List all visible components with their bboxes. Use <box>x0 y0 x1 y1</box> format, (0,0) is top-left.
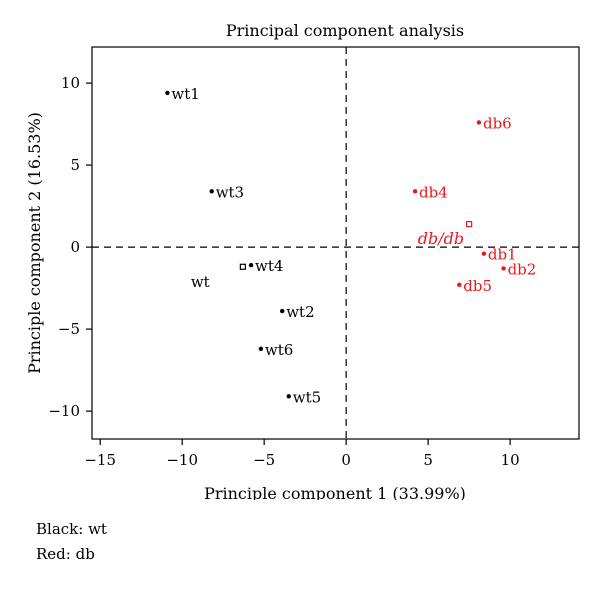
point-label-wt4: wt4 <box>255 257 283 275</box>
point-wt3 <box>209 189 214 194</box>
point-wt2 <box>280 308 285 314</box>
y-axis-ticks: −10 −5 0 5 10 <box>48 74 92 420</box>
point-label-db4: db4 <box>419 183 448 201</box>
point-db6 <box>476 120 482 125</box>
x-tick-label: −5 <box>253 451 275 469</box>
point-label-wt6: wt6 <box>265 341 293 359</box>
centroid-label-dbdb: db/db <box>418 229 464 248</box>
point-label-wt2: wt2 <box>286 303 314 321</box>
plot-frame <box>91 46 580 440</box>
point-label-wt3: wt3 <box>216 183 244 201</box>
point-label-db1: db1 <box>488 246 517 264</box>
point-wt1 <box>165 90 170 96</box>
point-label-wt1: wt1 <box>171 85 199 103</box>
x-axis-ticks: −15 −10 −5 0 5 10 <box>84 439 520 469</box>
y-tick-label: 0 <box>70 238 80 256</box>
point-db5 <box>457 282 462 288</box>
x-tick-label: 0 <box>341 451 351 469</box>
color-note-red: Red: db <box>36 545 95 563</box>
y-axis-label: Principle component 2 (16.53%) <box>25 112 44 374</box>
point-label-wt5: wt5 <box>293 388 321 406</box>
x-tick-label: −10 <box>166 451 198 469</box>
point-wt6 <box>258 346 264 351</box>
pca-scatter-chart: Principal component analysis −15 −10 −5 0 5 1… <box>25 21 580 500</box>
y-tick-label: 10 <box>61 74 80 92</box>
point-wt4 <box>248 262 254 268</box>
point-label-db2: db2 <box>508 260 537 278</box>
x-tick-label: −15 <box>84 451 116 469</box>
x-axis-label: Principle component 1 (33.99%) <box>204 484 466 500</box>
point-label-db6: db6 <box>483 114 512 132</box>
y-tick-label: −5 <box>58 320 80 338</box>
chart-title: Principal component analysis <box>226 21 464 40</box>
x-tick-label: 5 <box>423 451 433 469</box>
y-tick-label: 5 <box>70 156 80 174</box>
centroid-wt <box>239 263 246 270</box>
color-note-black: Black: wt <box>36 520 107 538</box>
point-db4 <box>412 189 418 194</box>
centroid-db-db <box>466 221 473 228</box>
point-label-db5: db5 <box>463 277 492 295</box>
point-db1 <box>481 251 487 256</box>
x-tick-label: 10 <box>501 451 520 469</box>
point-wt5 <box>286 394 291 399</box>
reference-lines <box>92 47 579 439</box>
y-tick-label: −10 <box>48 402 80 420</box>
point-db2 <box>501 266 506 271</box>
centroid-label-wt: wt <box>191 273 210 291</box>
